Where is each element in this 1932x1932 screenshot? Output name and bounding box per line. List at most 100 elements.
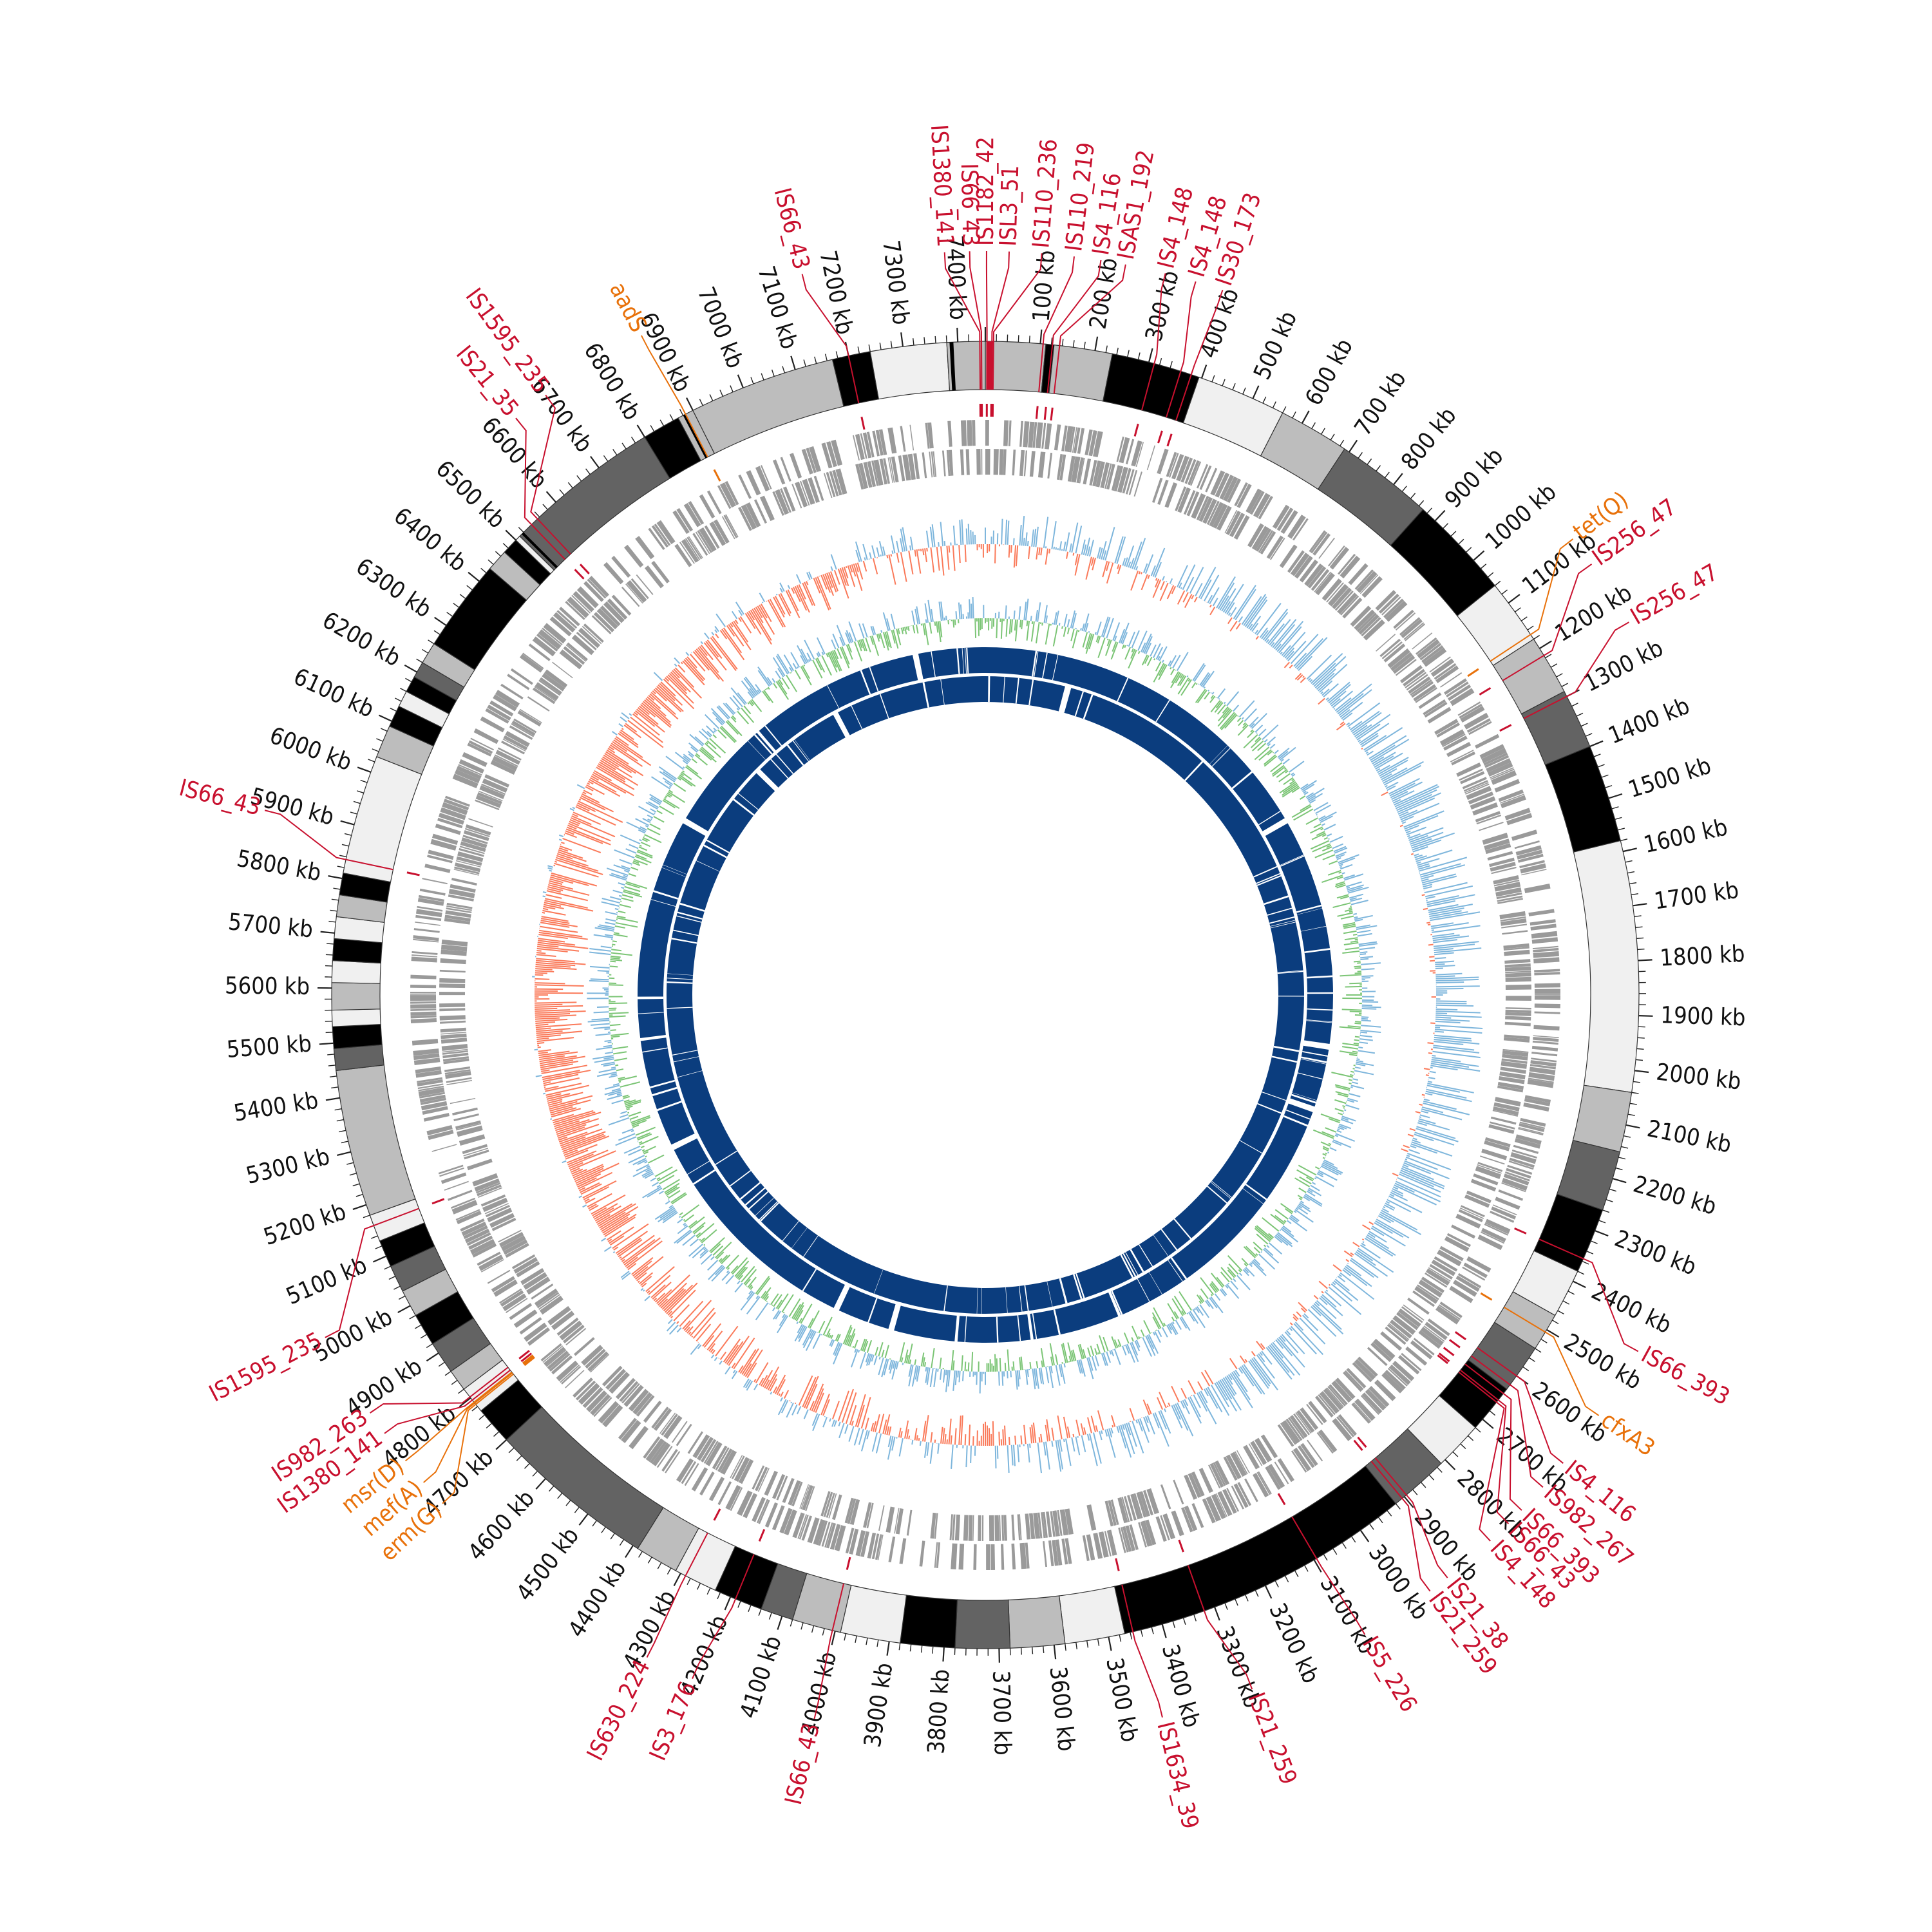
homology-gap: [1168, 1260, 1183, 1282]
cds-block: [1464, 1194, 1490, 1208]
cds-block: [1532, 1040, 1558, 1045]
cds-block: [415, 1066, 441, 1074]
feature-marker: [1035, 406, 1039, 419]
cds-block: [1498, 1189, 1524, 1201]
tick-label: 100 kb: [1028, 249, 1060, 323]
homology-gap: [1184, 761, 1204, 781]
cds-block: [415, 914, 442, 922]
cds-block: [1082, 1535, 1090, 1561]
minor-tick: [1545, 654, 1552, 659]
cds-block: [1423, 699, 1446, 715]
cds-block: [440, 1027, 466, 1033]
minor-tick: [750, 377, 754, 384]
homology-gap: [1028, 679, 1034, 706]
cds-block: [772, 459, 786, 485]
cds-block: [454, 862, 481, 873]
cds-block: [741, 504, 757, 530]
cds-block: [1531, 1057, 1557, 1063]
homology-gap: [1280, 855, 1305, 867]
cds-block: [1504, 1021, 1531, 1027]
cds-block: [835, 468, 848, 495]
cds-block: [1356, 612, 1377, 632]
annotation-leader: [442, 1373, 514, 1504]
cds-block: [1378, 593, 1399, 614]
cds-block: [1359, 574, 1379, 594]
homology-gap: [1231, 771, 1253, 788]
cds-block: [1459, 703, 1482, 719]
cds-block: [813, 475, 824, 501]
minor-tick: [495, 551, 502, 557]
minor-tick: [1294, 1570, 1299, 1577]
cds-block: [1247, 523, 1264, 548]
homology-gap: [667, 973, 694, 976]
tick-label: 2600 kb: [1527, 1377, 1611, 1448]
cds-block: [1534, 1003, 1560, 1009]
cds-block: [1431, 1259, 1456, 1276]
minor-tick: [549, 1485, 554, 1492]
cds-block: [472, 1243, 497, 1258]
cds-block: [509, 725, 533, 740]
cds-block: [860, 1531, 869, 1557]
cds-block: [1412, 1290, 1435, 1307]
cds-block: [459, 1134, 486, 1146]
cds-block: [511, 1254, 536, 1269]
minor-tick: [1452, 1451, 1459, 1457]
homology-gap: [943, 1285, 948, 1311]
cds-block: [1425, 1272, 1448, 1288]
minor-tick: [1211, 375, 1215, 383]
cds-block: [462, 835, 488, 844]
minor-tick: [1130, 1632, 1133, 1640]
cds-block: [1383, 643, 1406, 663]
cds-block: [1361, 1392, 1383, 1414]
cds-block: [556, 610, 578, 629]
cds-block: [590, 1394, 611, 1416]
is-element-label: IS1595_235: [205, 1327, 326, 1407]
minor-tick: [866, 1638, 868, 1645]
homology-gap: [1125, 1252, 1139, 1275]
cds-block: [1387, 648, 1410, 668]
cds-block: [1463, 1262, 1488, 1278]
homology-block-inner: [985, 676, 1065, 712]
homology-gap: [1269, 916, 1295, 924]
cds-block: [1186, 491, 1200, 516]
cds-block: [1403, 668, 1425, 687]
homology-gap: [1061, 687, 1071, 713]
cds-block: [417, 905, 443, 912]
cds-block: [1497, 1081, 1524, 1090]
cds-block: [1041, 422, 1046, 449]
cds-block: [826, 471, 836, 498]
annotation-leader: [1490, 538, 1574, 662]
homology-gap: [1231, 771, 1253, 790]
cds-block: [478, 790, 503, 802]
cds-block: [1504, 1034, 1530, 1039]
cds-block: [1490, 1121, 1515, 1130]
minor-tick: [384, 1265, 391, 1270]
cds-block: [571, 594, 591, 614]
cds-block: [1304, 563, 1324, 587]
cds-block: [502, 738, 526, 752]
tick-label: 7000 kb: [692, 283, 748, 372]
homology-gap: [1032, 1313, 1037, 1340]
cds-block: [705, 1441, 723, 1466]
cds-block: [978, 1515, 981, 1541]
cds-block: [450, 1097, 476, 1104]
cds-block: [1490, 1116, 1517, 1125]
cds-block: [596, 608, 618, 630]
cds-block: [482, 778, 508, 793]
cds-block: [1446, 742, 1472, 757]
homology-gap: [1173, 1218, 1191, 1240]
cds-block: [684, 1463, 699, 1486]
minor-tick: [1385, 471, 1390, 478]
minor-tick: [898, 1643, 901, 1651]
major-tick: [724, 1596, 732, 1611]
cds-block: [1206, 1496, 1221, 1522]
cds-block: [1117, 466, 1128, 493]
cds-block: [1280, 510, 1298, 535]
major-tick: [495, 1439, 507, 1450]
cds-block: [1528, 909, 1555, 916]
cds-block: [516, 1261, 540, 1278]
cds-block: [745, 502, 761, 527]
cds-block: [821, 442, 833, 469]
cds-block: [1407, 1297, 1430, 1315]
minor-tick: [868, 344, 871, 352]
